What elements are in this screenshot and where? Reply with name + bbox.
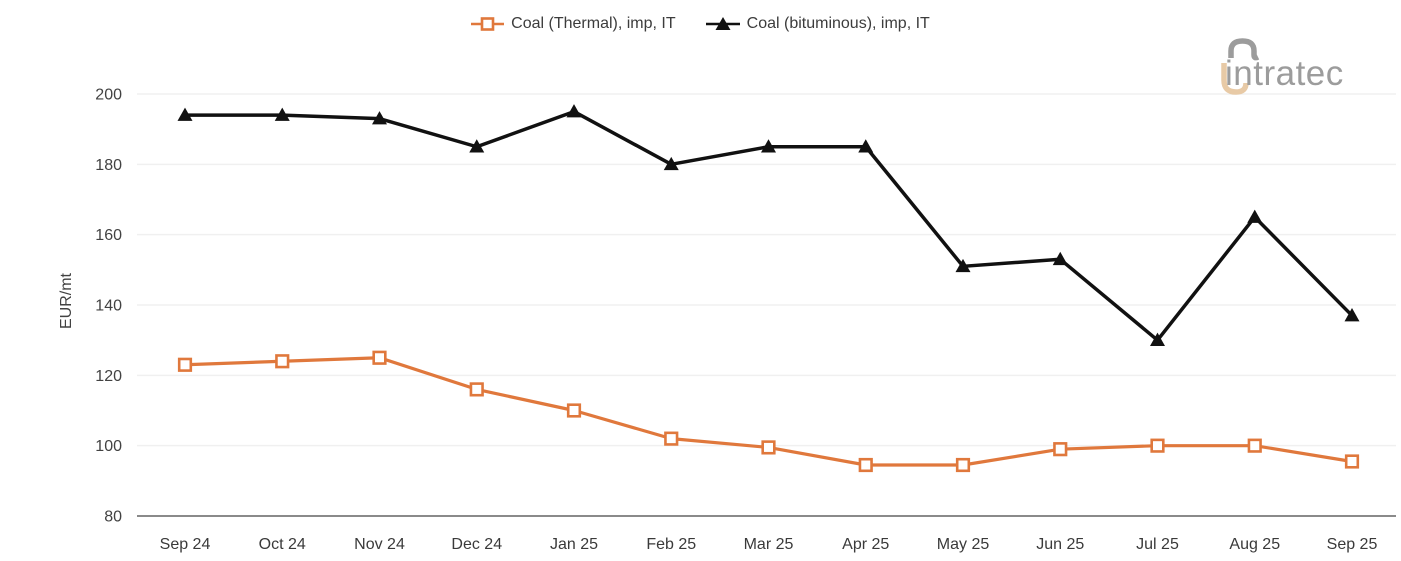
data-point-thermal	[1150, 438, 1165, 453]
data-point-bituminous	[566, 104, 582, 118]
data-point-thermal	[566, 403, 582, 418]
x-tick-label: Sep 25	[1327, 536, 1378, 553]
logo-gray-arc	[1228, 38, 1260, 61]
y-tick-label: 100	[95, 438, 122, 455]
legend-label-bituminous: Coal (bituminous), imp, IT	[746, 15, 930, 32]
logo-wordmark: intratec	[1225, 54, 1344, 93]
data-point-bituminous	[955, 258, 971, 273]
data-point-thermal	[1247, 438, 1262, 453]
x-tick-label: Feb 25	[646, 536, 696, 553]
bituminous-series-marker-icon	[705, 17, 740, 30]
x-tick-label: Mar 25	[744, 536, 794, 553]
y-tick-label: 160	[95, 227, 122, 244]
legend-item-thermal[interactable]: Coal (Thermal), imp, IT	[471, 15, 676, 33]
data-point-bituminous	[663, 156, 679, 171]
x-tick-label: Aug 25	[1229, 536, 1280, 553]
x-tick-label: Jan 25	[550, 536, 598, 553]
data-point-thermal	[955, 457, 971, 473]
data-point-bituminous	[469, 139, 485, 153]
data-point-bituminous	[1150, 332, 1165, 346]
y-tick-label: 80	[104, 509, 122, 526]
data-point-bituminous	[761, 139, 776, 153]
x-tick-label: Oct 24	[259, 536, 306, 553]
x-tick-label: Nov 24	[354, 536, 405, 553]
logo-tan-arc	[1221, 63, 1249, 95]
data-point-thermal	[1053, 442, 1068, 457]
data-point-bituminous	[1052, 251, 1068, 266]
x-tick-label: Jul 25	[1136, 536, 1179, 553]
x-tick-label: Jun 25	[1036, 536, 1084, 553]
legend-label-thermal: Coal (Thermal), imp, IT	[511, 15, 676, 32]
thermal-series-marker-icon	[471, 17, 505, 31]
chart-legend: Coal (Thermal), imp, IT Coal (bituminous…	[0, 15, 1401, 33]
y-axis-title: EUR/mt	[58, 273, 75, 329]
data-point-thermal	[664, 431, 679, 446]
data-point-bituminous	[1344, 308, 1360, 322]
y-tick-label: 180	[95, 157, 122, 174]
data-point-thermal	[275, 354, 290, 369]
y-tick-label: 200	[95, 87, 122, 104]
data-point-thermal	[761, 440, 776, 455]
data-point-bituminous	[372, 111, 387, 125]
y-tick-label: 140	[95, 298, 122, 315]
data-point-bituminous	[274, 107, 290, 121]
data-point-thermal	[177, 357, 193, 372]
x-tick-label: Dec 24	[451, 536, 502, 553]
data-point-thermal	[372, 350, 387, 365]
data-point-thermal	[1344, 454, 1360, 469]
data-point-bituminous	[1247, 209, 1263, 223]
legend-item-bituminous[interactable]: Coal (bituminous), imp, IT	[705, 15, 930, 33]
y-tick-label: 120	[95, 368, 122, 385]
data-point-thermal	[858, 457, 873, 473]
data-point-thermal	[469, 382, 484, 397]
x-tick-label: Sep 24	[160, 536, 211, 553]
intratec-logo: intratec	[1221, 38, 1344, 95]
data-point-bituminous	[858, 139, 874, 153]
x-tick-label: Apr 25	[842, 536, 889, 553]
x-tick-label: May 25	[937, 536, 990, 553]
data-point-bituminous	[177, 107, 193, 121]
